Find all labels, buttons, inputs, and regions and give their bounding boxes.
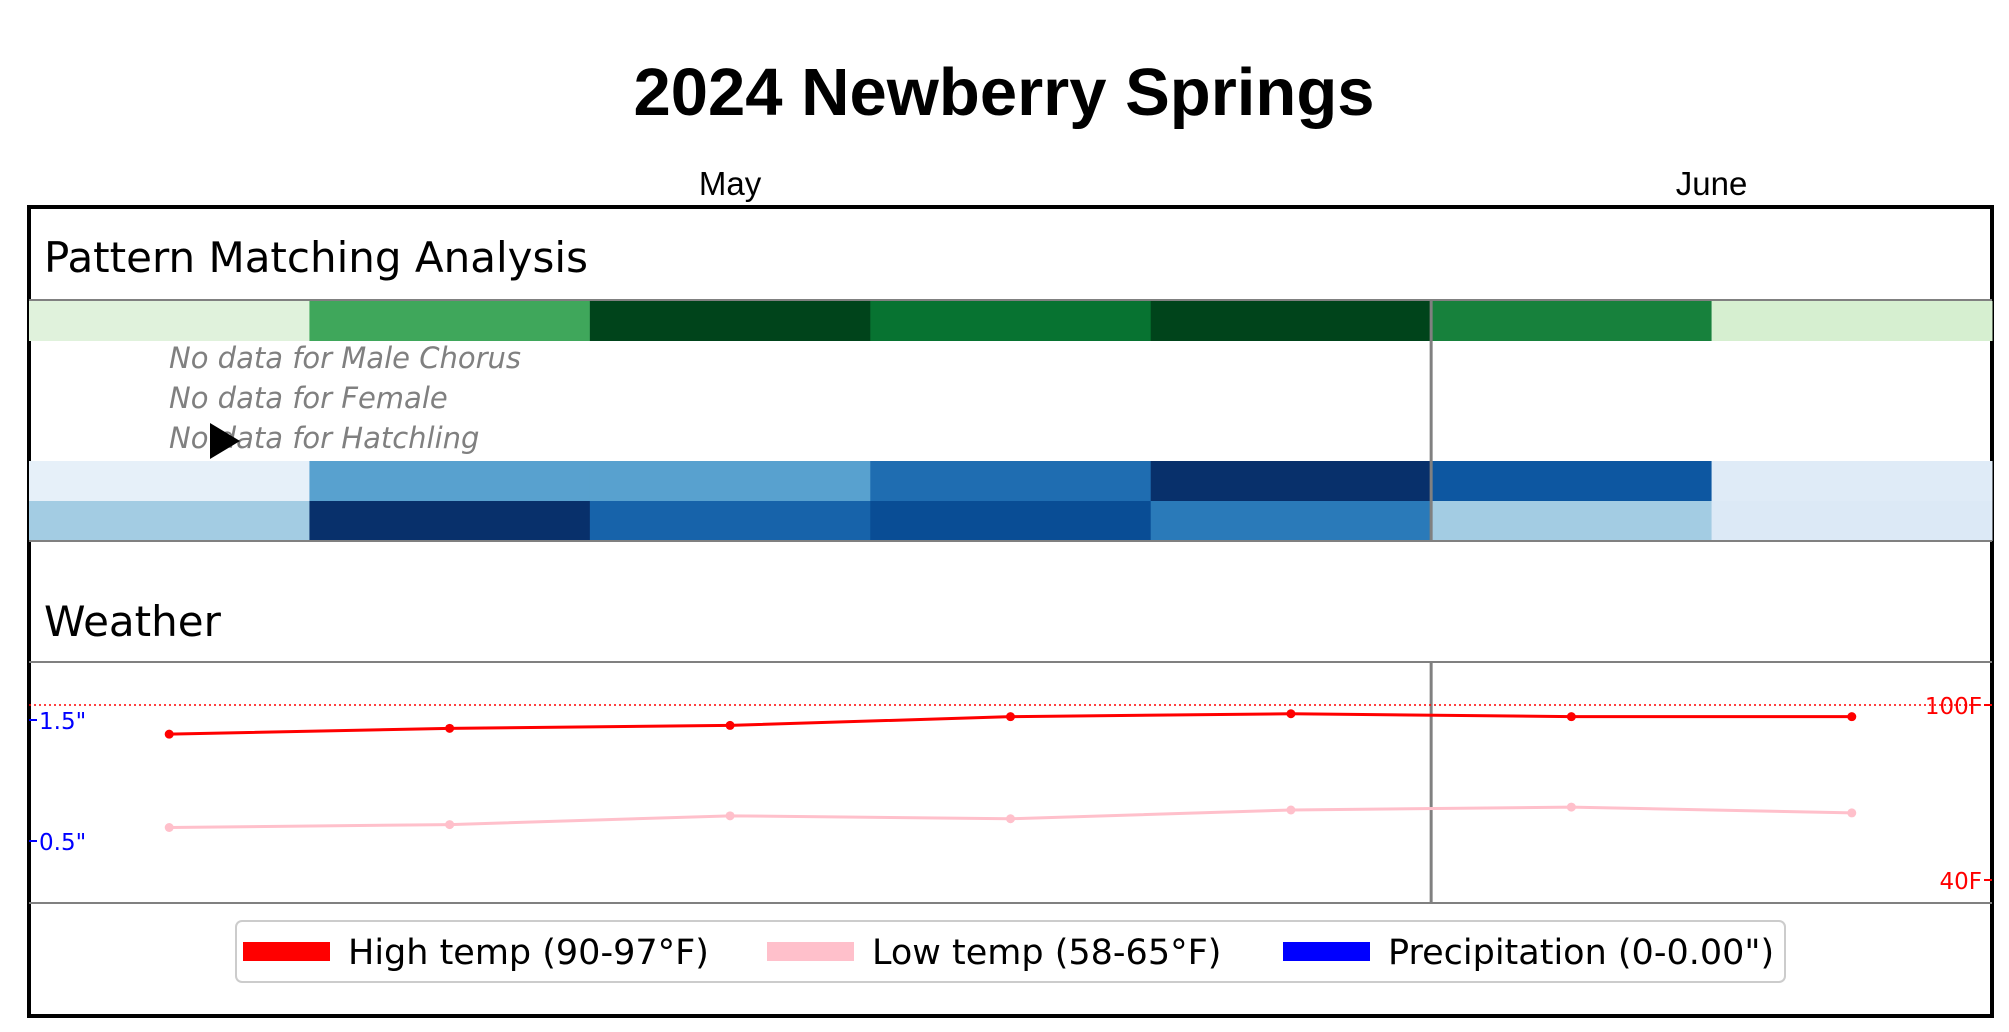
heatmap-cell (1150, 461, 1432, 501)
series-point (1566, 712, 1576, 722)
heatmap-cell (870, 301, 1152, 341)
legend: High temp (90-97°F) Low temp (58-65°F) Pre… (243, 933, 1774, 973)
series-point (445, 820, 455, 830)
chart-title: 2024 Newberry Springs (633, 55, 1374, 130)
series-point (725, 811, 735, 821)
heatmap-cell (1711, 461, 1993, 501)
series-point (164, 729, 174, 739)
heatmap-cell (29, 501, 310, 541)
month-label: May (699, 165, 762, 202)
pattern-heatmap (29, 301, 1993, 541)
legend-swatch (243, 942, 330, 961)
heatmap-cell (589, 501, 871, 541)
month-labels: May June (699, 165, 1747, 202)
weather-section-title: Weather (44, 597, 222, 646)
series-point (164, 823, 174, 832)
series-point (1286, 805, 1296, 815)
heatmap-cell (1431, 461, 1713, 501)
legend-label: Low temp (58-65°F) (872, 933, 1221, 973)
precip-axis: 1.5" 0.5" (29, 709, 86, 856)
heatmap-cell (309, 461, 591, 501)
legend-label: Precipitation (0-0.00") (1388, 933, 1774, 973)
month-label: June (1676, 165, 1748, 202)
temp-tick-label: 100F (1925, 694, 1982, 720)
legend-label: High temp (90-97°F) (348, 933, 709, 973)
heatmap-cell (1431, 501, 1713, 541)
heatmap-cell (1711, 501, 1993, 541)
series-point (1847, 808, 1857, 818)
heatmap-cell (309, 501, 591, 541)
heatmap-cell (29, 461, 310, 501)
series-point (1006, 814, 1015, 824)
heatmap-cell (870, 501, 1152, 541)
heatmap-cell (309, 301, 591, 341)
heatmap-cell (1431, 301, 1713, 341)
legend-box (235, 920, 1786, 983)
play-triangle-icon[interactable] (210, 423, 240, 459)
series-point (1566, 802, 1576, 812)
series-point (725, 720, 735, 730)
heatmap-cell (1711, 301, 1993, 341)
precip-tick-label: 1.5" (39, 709, 86, 735)
series-point (1006, 712, 1015, 722)
legend-swatch (767, 942, 854, 961)
temp-tick-label: 40F (1940, 869, 1983, 895)
series-point (1286, 709, 1296, 719)
pattern-section-title: Pattern Matching Analysis (44, 233, 588, 282)
weather-series (164, 709, 1857, 832)
series-point (1847, 712, 1857, 722)
legend-swatch (1283, 942, 1370, 961)
heatmap-cell (1150, 301, 1432, 341)
no-data-message: No data for Male Chorus (169, 341, 521, 375)
no-data-message: No data for Female (169, 381, 448, 415)
precip-tick-label: 0.5" (39, 830, 86, 856)
outer-frame (27, 205, 1994, 1018)
series-point (445, 723, 455, 733)
temp-axis: 100F 40F (1925, 694, 1992, 895)
heatmap-cell (589, 461, 871, 501)
heatmap-cell (870, 461, 1152, 501)
heatmap-cell (589, 301, 871, 341)
heatmap-cell (1150, 501, 1432, 541)
heatmap-cell (29, 301, 310, 341)
